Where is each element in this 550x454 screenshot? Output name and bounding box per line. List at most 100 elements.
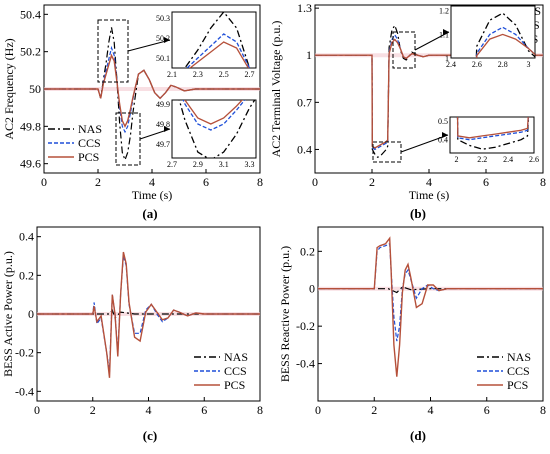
series-line-pcs xyxy=(315,38,543,149)
inset-xtick-label: 2.1 xyxy=(167,70,177,79)
inset-xtick-label: 2.7 xyxy=(245,70,255,79)
ytick-label: -0.4 xyxy=(15,384,34,398)
ytick-label: 50.2 xyxy=(20,45,41,59)
inset-xtick-label: 2.3 xyxy=(193,70,203,79)
ytick-label: 1.3 xyxy=(297,1,312,15)
ytick-label: -0.4 xyxy=(296,357,315,371)
ytick-label: 0.7 xyxy=(297,95,312,109)
inset-xtick-label: 3.1 xyxy=(219,160,229,169)
zoom-arrow xyxy=(400,134,449,153)
ytick-label: 0.4 xyxy=(19,230,34,244)
inset-xtick-label: 2.5 xyxy=(219,70,229,79)
legend-label-nas: NAS xyxy=(224,350,248,364)
xtick-label: 8 xyxy=(257,403,263,417)
ytick-label: 50.4 xyxy=(20,7,41,21)
series-line-pcs xyxy=(44,53,260,128)
zoom-arrow-head xyxy=(443,29,449,35)
steady-state-band xyxy=(44,87,260,91)
caption-c: (c) xyxy=(143,428,157,443)
inset-series-ccs xyxy=(475,26,535,58)
ytick-label: 49.6 xyxy=(20,157,41,171)
inset-ytick-label: 50.3 xyxy=(156,14,170,23)
caption-a: (a) xyxy=(142,206,157,221)
xtick-label: 2 xyxy=(90,403,96,417)
series-lines-b xyxy=(315,24,543,159)
inset-ytick-label: 49.8 xyxy=(156,120,170,129)
ylabel-b: AC2 Terminal Voltage (p.u.) xyxy=(269,21,283,158)
series-line-nas xyxy=(315,24,543,159)
inset-xtick-label: 2.2 xyxy=(477,155,487,164)
legend-label-pcs: PCS xyxy=(224,378,245,392)
inset-lines xyxy=(456,117,530,150)
xtick-label: 8 xyxy=(540,175,546,189)
inset-series-pcs xyxy=(476,33,535,58)
inset-ytick-label: 0.4 xyxy=(438,136,448,145)
xtick-label: 2 xyxy=(95,175,101,189)
legend-label-nas: NAS xyxy=(507,350,531,364)
inset-series-nas xyxy=(475,12,535,58)
series-lines-d xyxy=(318,236,543,377)
inset-ytick-label: 50.1 xyxy=(156,54,170,63)
inset-lines xyxy=(184,12,251,68)
xtick-label: 2 xyxy=(371,403,377,417)
xlabel-b: Time (s) xyxy=(409,188,450,202)
ytick-label: 50 xyxy=(29,82,41,96)
legend-label-nas: NAS xyxy=(78,122,102,136)
inset-xtick-label: 3 xyxy=(527,60,531,69)
inset-xtick-label: 2.7 xyxy=(167,160,177,169)
inset-ytick-label: 0.5 xyxy=(438,117,448,126)
legend-label-ccs: CCS xyxy=(224,364,247,378)
xtick-label: 0 xyxy=(34,403,40,417)
ytick-label: 1 xyxy=(306,48,312,62)
xtick-label: 6 xyxy=(203,175,209,189)
axes-b: 0 2 4 6 8 0.4 0.7 1 1.3 xyxy=(297,1,546,189)
series-line-ccs xyxy=(318,242,543,342)
caption-d: (d) xyxy=(410,428,426,443)
inset-ytick-label: 49.7 xyxy=(156,140,170,149)
legend-label-ccs: CCS xyxy=(78,136,101,150)
inset-xtick-label: 2 xyxy=(454,155,458,164)
xtick-label: 0 xyxy=(41,175,47,189)
xtick-label: 4 xyxy=(149,175,155,189)
ylabel-c: BESS Active Power (p.u.) xyxy=(1,251,15,377)
xtick-label: 4 xyxy=(146,403,152,417)
legend-label-ccs: CCS xyxy=(507,364,530,378)
axes-d: 0 2 4 6 8 -0.4 -0.2 0 0.2 xyxy=(296,244,546,417)
xtick-label: 6 xyxy=(201,403,207,417)
inset-series-nas xyxy=(184,12,251,68)
xtick-label: 0 xyxy=(315,403,321,417)
axes-a: 0 2 4 6 8 49.6 49.8 50 50.2 50.4 xyxy=(20,7,263,189)
series-line-pcs xyxy=(318,236,543,377)
inset-series-pcs xyxy=(188,41,250,68)
inset-xtick-label: 2.9 xyxy=(193,160,203,169)
inset-series-pcs xyxy=(456,117,529,139)
ytick-label: 49.8 xyxy=(20,119,41,133)
ylabel-d: BESS Reactive Power (p.u.) xyxy=(278,246,292,382)
zoom-region-box xyxy=(97,19,129,83)
inset-ytick-label: 1 xyxy=(445,54,449,63)
inset-ytick-label: 1.2 xyxy=(439,7,449,16)
ytick-label: 0 xyxy=(28,307,34,321)
panel-d: 0 2 4 6 8 -0.4 -0.2 0 0.2 BESS Reactive Power (p… xyxy=(278,226,546,443)
xtick-label: 6 xyxy=(483,175,489,189)
xtick-label: 8 xyxy=(540,403,546,417)
zoom-region-box xyxy=(372,141,402,163)
series-lines-a xyxy=(44,27,260,162)
xlabel-a: Time (s) xyxy=(132,188,173,202)
series-line-pcs xyxy=(37,251,260,378)
caption-b: (b) xyxy=(410,206,426,221)
inset-xtick-label: 2.6 xyxy=(472,60,482,69)
panel-a: 0 2 4 6 8 49.6 49.8 50 50.2 50.4 AC2 Frequency (H… xyxy=(2,4,263,221)
ytick-label: 0.4 xyxy=(297,142,312,156)
xtick-label: 4 xyxy=(426,175,432,189)
xtick-label: 6 xyxy=(484,403,490,417)
ytick-label: 0.2 xyxy=(300,244,315,258)
zoom-arrow-head xyxy=(164,37,170,43)
ylabel-a: AC2 Frequency (Hz) xyxy=(2,38,16,139)
inset-ytick-label: 49.9 xyxy=(156,100,170,109)
inset-xtick-label: 2.6 xyxy=(529,155,539,164)
